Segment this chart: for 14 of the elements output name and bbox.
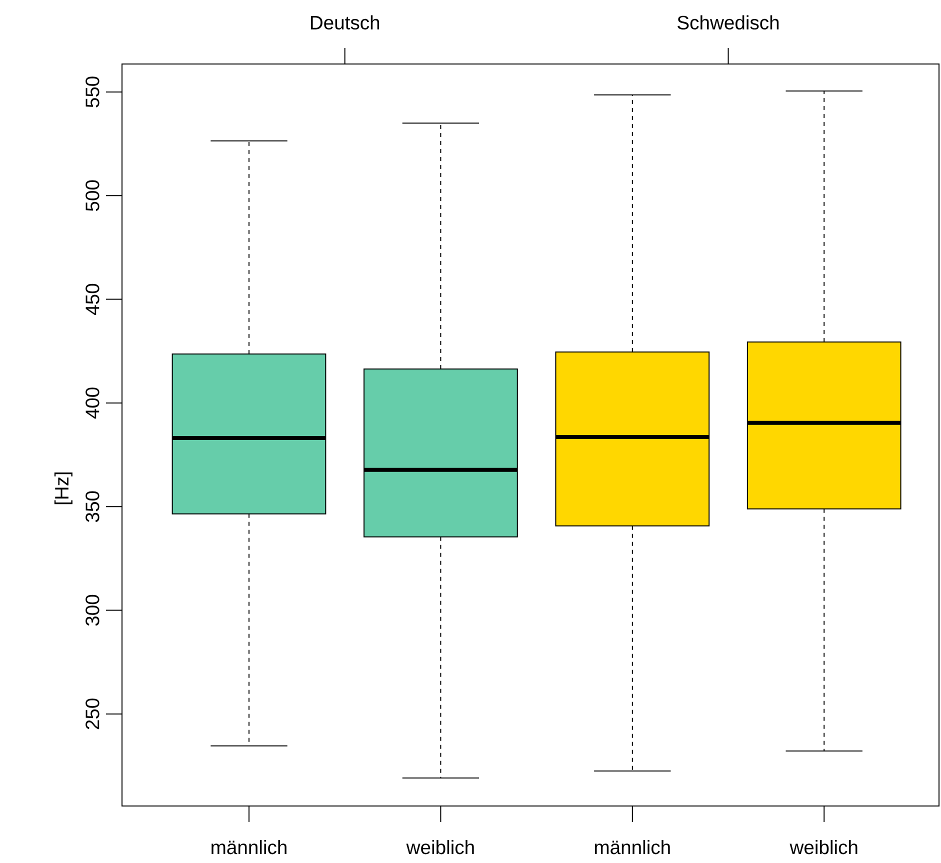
text: Schwedisch bbox=[678, 15, 779, 30]
y-tick-label: 250 bbox=[86, 698, 100, 730]
y-tick-label: 500 bbox=[86, 180, 100, 211]
y-tick-label: 400 bbox=[86, 388, 100, 419]
x-tick-label: männlich bbox=[212, 840, 286, 854]
y-axis-title: [Hz] bbox=[54, 472, 72, 504]
x-tick-label: weiblich bbox=[406, 840, 474, 854]
x-tick-label: männlich bbox=[595, 840, 670, 854]
y-tick-label: 300 bbox=[86, 594, 100, 626]
text: Deutsch bbox=[310, 15, 380, 30]
y-tick-label: 450 bbox=[86, 284, 100, 315]
y-tick-label: 350 bbox=[86, 491, 100, 522]
y-tick-label: 550 bbox=[86, 76, 100, 108]
x-tick-label: weiblich bbox=[790, 840, 858, 854]
